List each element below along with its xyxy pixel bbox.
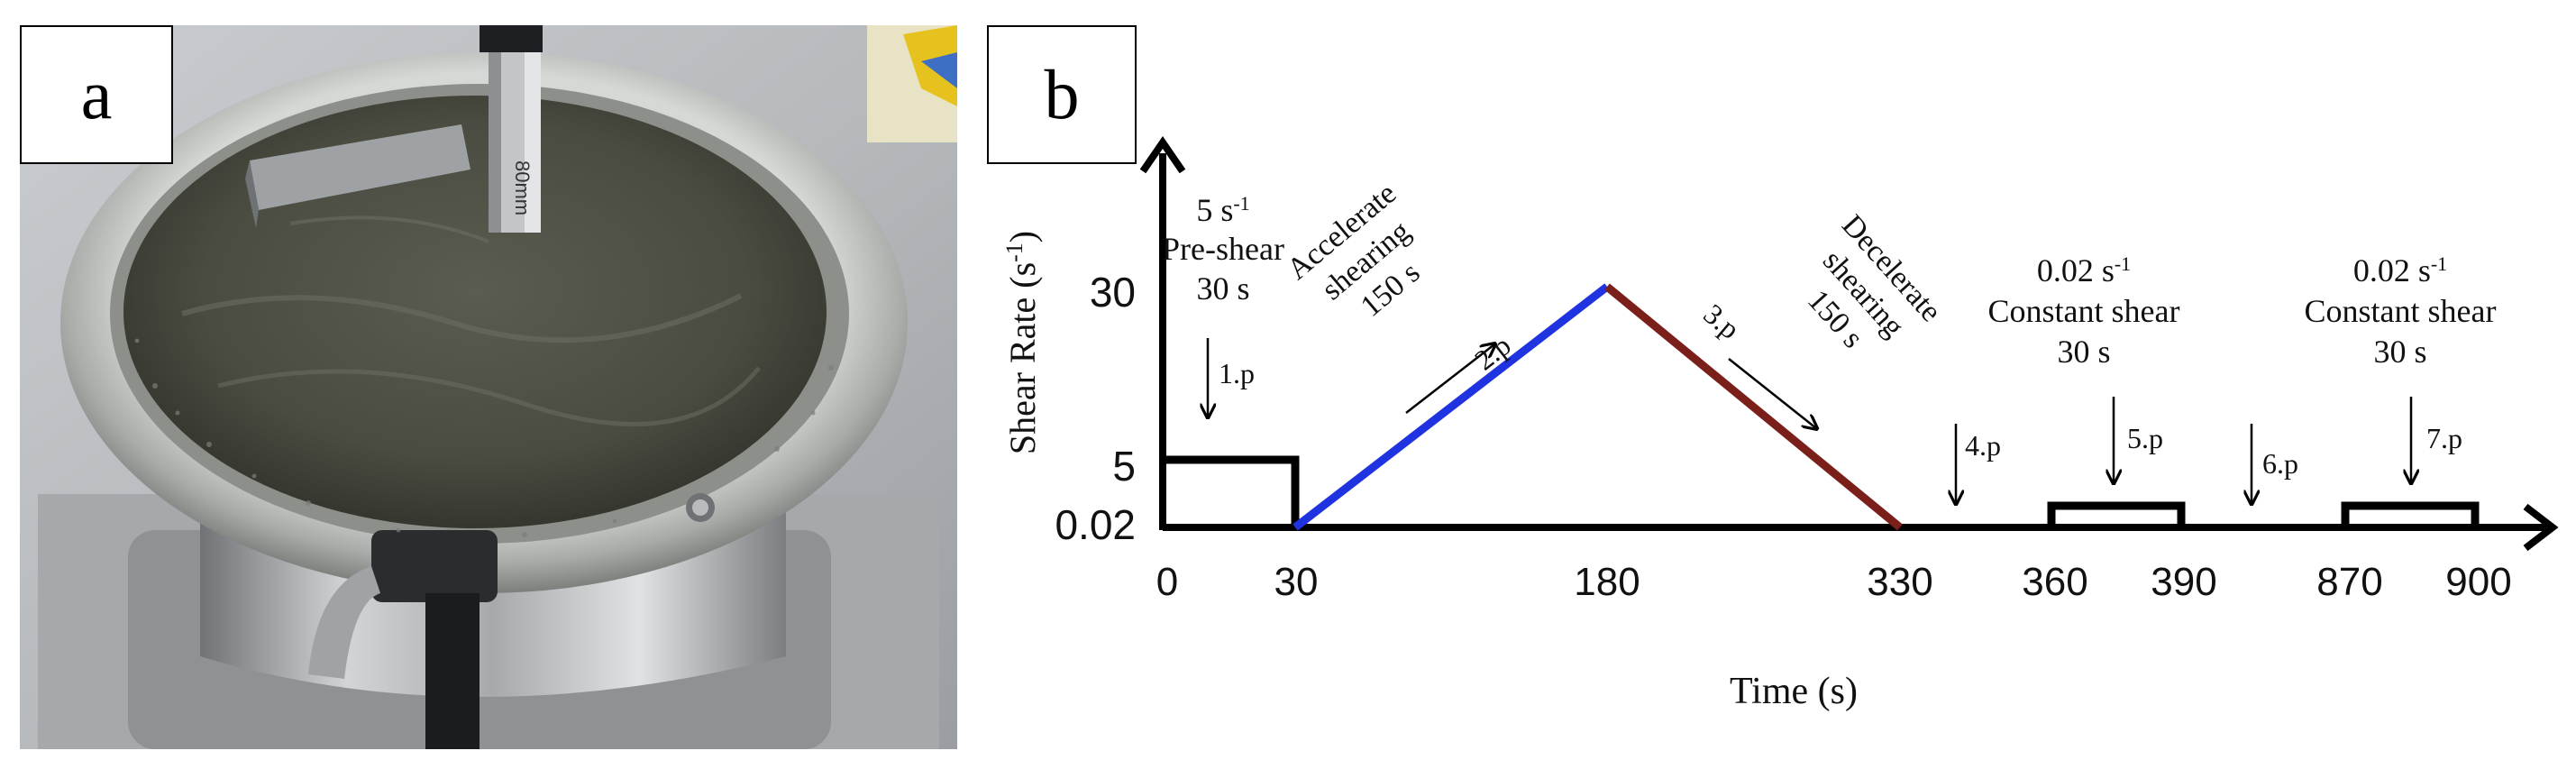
cement-paste — [123, 96, 827, 528]
vane-blade — [250, 124, 470, 210]
x-tick-330: 330 — [1867, 560, 1932, 604]
x-tick-900: 900 — [2445, 560, 2511, 604]
constant-1-label: Constant shear — [1988, 293, 2180, 329]
point-2-arrow — [1405, 344, 1494, 414]
y-tick-0.02: 0.02 — [1055, 501, 1136, 548]
panel-label-b: b — [987, 25, 1137, 164]
shear-protocol-diagram: Shear Rate (s-1) 30 5 0.02 0 30 180 330 … — [1001, 135, 2559, 712]
point-1-label: 1.p — [1219, 357, 1255, 389]
preshear-label: Pre-shear — [1162, 231, 1284, 267]
constant-shear-step-2 — [2341, 501, 2480, 527]
blue-object — [921, 52, 957, 88]
x-tick-390: 390 — [2151, 560, 2216, 604]
constant-2-rate: 0.02 s-1 — [2353, 252, 2447, 289]
point-7-label: 7.p — [2426, 422, 2462, 454]
point-4-label: 4.p — [1965, 429, 2001, 462]
point-5-label: 5.p — [2127, 422, 2163, 454]
x-axis-arrow — [2523, 503, 2559, 552]
diagram-panel: Shear Rate (s-1) 30 5 0.02 0 30 180 330 … — [973, 0, 2576, 769]
constant-2-label: Constant shear — [2305, 293, 2497, 329]
constant-1-duration: 30 s — [2057, 334, 2110, 370]
decelerate-ramp — [1604, 283, 1903, 531]
accelerate-ramp — [1293, 283, 1610, 531]
point-2-label: 2.p — [1468, 329, 1517, 377]
point-3-arrow — [1728, 358, 1816, 428]
photo-panel: 80mm a — [20, 25, 957, 749]
point-3-label: 3.p — [1698, 298, 1747, 345]
y-tick-5: 5 — [1112, 443, 1136, 490]
preshear-duration: 30 s — [1196, 270, 1249, 307]
preshear-step — [1165, 455, 1300, 527]
preshear-rate: 5 s-1 — [1196, 192, 1249, 229]
constant-1-rate: 0.02 s-1 — [2037, 252, 2131, 289]
constant-2-duration: 30 s — [2373, 334, 2426, 370]
x-tick-360: 360 — [2022, 560, 2087, 604]
spindle-marking: 80mm — [511, 160, 534, 215]
x-axis-title: Time (s) — [1730, 671, 1858, 712]
rheometer-photo: 80mm — [20, 25, 957, 749]
panel-label-a: a — [20, 25, 173, 164]
constant-shear-step-1 — [2047, 501, 2186, 527]
cup-clamp — [371, 530, 498, 602]
x-tick-30: 30 — [1274, 560, 1319, 604]
y-axis-title: Shear Rate (s-1) — [1001, 231, 1044, 454]
point-6-label: 6.p — [2262, 447, 2298, 480]
x-tick-180: 180 — [1574, 560, 1640, 604]
x-tick-0: 0 — [1156, 560, 1178, 604]
y-tick-30: 30 — [1090, 269, 1136, 316]
y-axis-arrow — [1139, 135, 1186, 174]
x-tick-870: 870 — [2316, 560, 2382, 604]
